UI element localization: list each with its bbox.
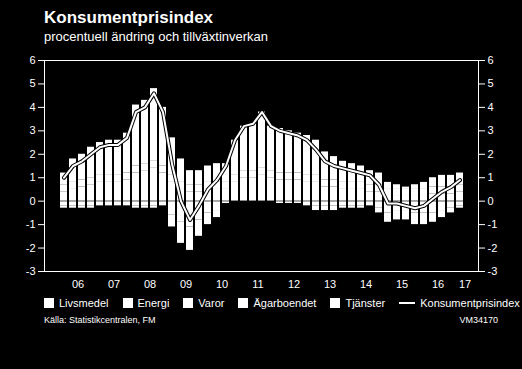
svg-text:0: 0 <box>29 195 35 207</box>
svg-text:17: 17 <box>459 278 471 290</box>
svg-text:5: 5 <box>488 77 494 89</box>
svg-text:10: 10 <box>216 278 228 290</box>
svg-text:3: 3 <box>488 124 494 136</box>
svg-text:16: 16 <box>432 278 444 290</box>
svg-text:12: 12 <box>288 278 300 290</box>
svg-text:13: 13 <box>324 278 336 290</box>
html-text:Energi: Energi <box>137 297 170 309</box>
svg-text:0: 0 <box>488 195 494 207</box>
svg-text:07: 07 <box>108 278 120 290</box>
svg-text:2: 2 <box>488 148 494 160</box>
svg-text:5: 5 <box>29 77 35 89</box>
html-text:VM34170: VM34170 <box>459 315 498 325</box>
html-text:procentuell ändring och tillvä: procentuell ändring och tillväxtinverkan <box>44 29 268 44</box>
html-text:Varor: Varor <box>198 297 225 309</box>
svg-text:06: 06 <box>72 278 84 290</box>
svg-text:4: 4 <box>29 101 35 113</box>
svg-text:-2: -2 <box>26 242 36 254</box>
svg-text:4: 4 <box>488 101 494 113</box>
svg-text:-1: -1 <box>488 218 498 230</box>
svg-text:14: 14 <box>360 278 372 290</box>
html-text:Ägarboendet: Ägarboendet <box>253 297 317 309</box>
svg-text:-1: -1 <box>26 218 36 230</box>
svg-text:-3: -3 <box>488 265 498 277</box>
svg-text:11: 11 <box>252 278 263 290</box>
svg-text:6: 6 <box>488 54 494 66</box>
svg-text:6: 6 <box>29 54 35 66</box>
html-text:Tjänster: Tjänster <box>345 297 386 309</box>
svg-text:09: 09 <box>180 278 192 290</box>
svg-text:2: 2 <box>29 148 35 160</box>
svg-text:15: 15 <box>396 278 408 290</box>
svg-text:-2: -2 <box>488 242 498 254</box>
svg-text:08: 08 <box>144 278 156 290</box>
svg-text:1: 1 <box>488 171 494 183</box>
html-text:Livsmedel: Livsmedel <box>59 297 109 309</box>
html-text:Konsumentprisindex: Konsumentprisindex <box>44 8 214 27</box>
svg-text:3: 3 <box>29 124 35 136</box>
svg-text:-3: -3 <box>26 265 36 277</box>
svg-text:1: 1 <box>29 171 35 183</box>
html-text:Konsumentprisindex: Konsumentprisindex <box>420 297 520 309</box>
html-text:Källa: Statistikcentralen, FM: Källa: Statistikcentralen, FM <box>44 315 156 325</box>
